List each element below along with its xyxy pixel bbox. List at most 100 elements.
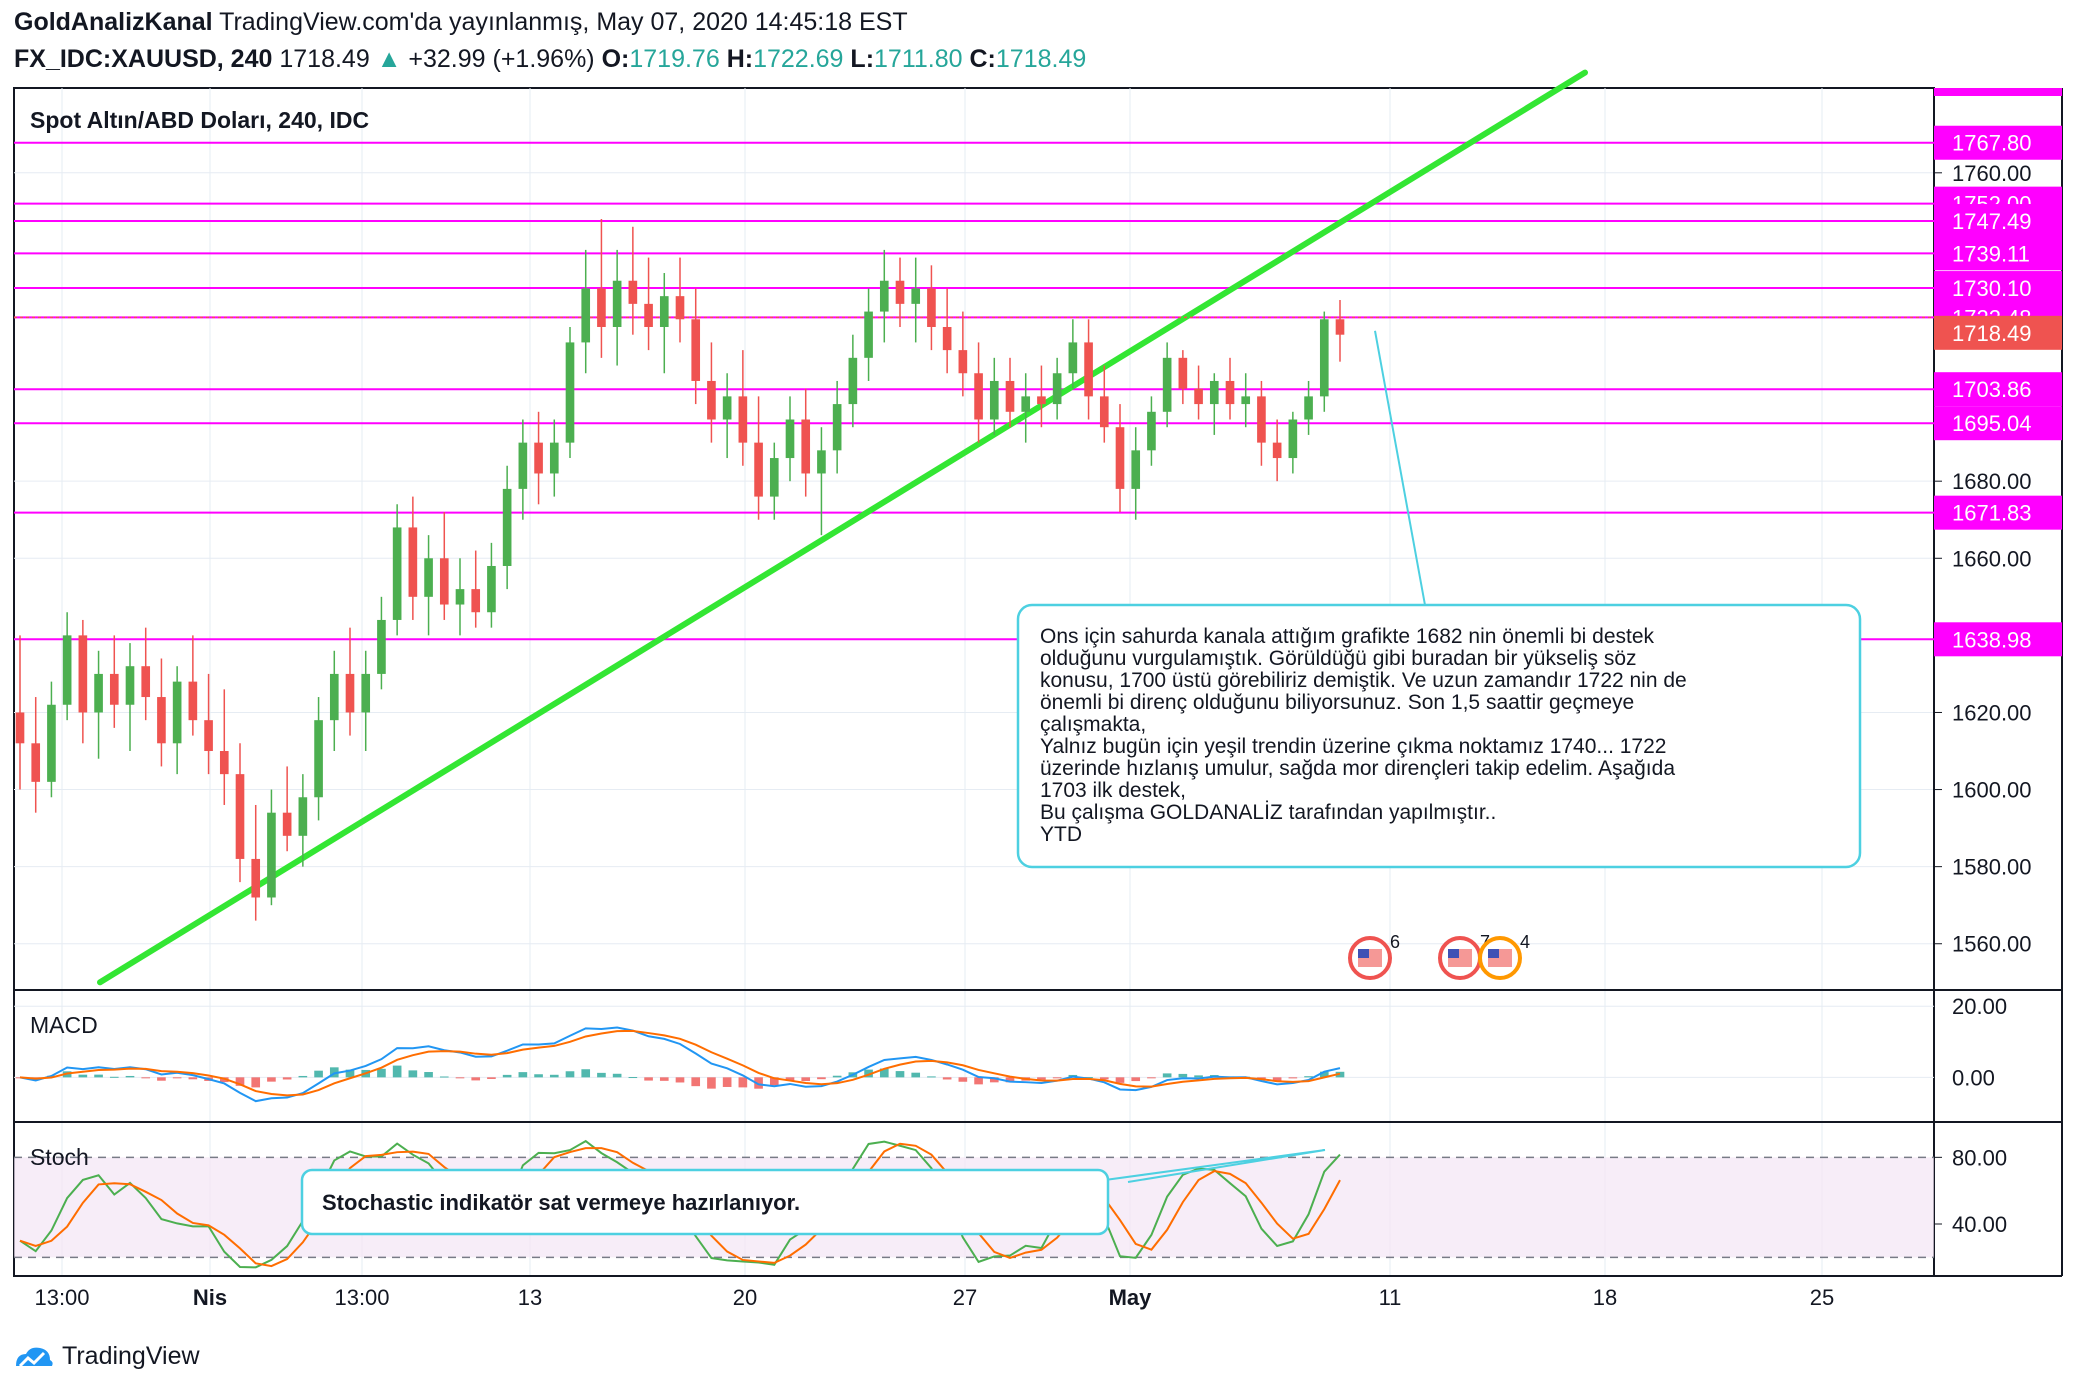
- candle[interactable]: [1115, 427, 1125, 489]
- stoch-callout-pointer: [1104, 1149, 1326, 1183]
- candle[interactable]: [141, 666, 151, 698]
- candle[interactable]: [1099, 396, 1109, 428]
- candle[interactable]: [47, 704, 56, 782]
- macd-tick-label: 20.00: [1952, 994, 2007, 1019]
- candle[interactable]: [927, 288, 936, 327]
- candle[interactable]: [1272, 442, 1282, 459]
- tradingview-brand[interactable]: TradingView: [14, 1342, 200, 1371]
- candle[interactable]: [769, 458, 779, 497]
- candle[interactable]: [1131, 450, 1141, 489]
- candle[interactable]: [235, 774, 245, 859]
- candle[interactable]: [911, 288, 921, 304]
- candle[interactable]: [785, 419, 795, 459]
- stoch-callout-box[interactable]: [300, 1168, 1110, 1236]
- candle[interactable]: [848, 357, 858, 405]
- candle[interactable]: [659, 296, 669, 327]
- candle[interactable]: [1162, 357, 1172, 412]
- candle[interactable]: [722, 396, 732, 420]
- candle[interactable]: [424, 558, 433, 597]
- close-value: 1718.49: [995, 45, 1087, 73]
- candle[interactable]: [31, 743, 41, 782]
- candle[interactable]: [251, 858, 261, 898]
- candle[interactable]: [565, 342, 575, 443]
- candle[interactable]: [581, 288, 591, 343]
- candle[interactable]: [361, 673, 371, 713]
- candle[interactable]: [549, 442, 559, 474]
- candle[interactable]: [628, 280, 638, 304]
- candle[interactable]: [895, 280, 905, 304]
- callout-box[interactable]: [1016, 603, 1862, 869]
- candle[interactable]: [267, 812, 276, 898]
- candle[interactable]: [298, 797, 308, 836]
- candle[interactable]: [1037, 396, 1046, 405]
- candle[interactable]: [738, 396, 748, 443]
- candle[interactable]: [471, 589, 481, 613]
- candle[interactable]: [1209, 380, 1219, 405]
- green-trendline[interactable]: [97, 69, 1588, 986]
- level-label: 1638.98: [1952, 627, 2032, 652]
- candle[interactable]: [109, 673, 119, 705]
- candle[interactable]: [1319, 319, 1329, 397]
- symbol-name[interactable]: FX_IDC:XAUUSD, 240: [14, 45, 273, 73]
- candle[interactable]: [392, 527, 402, 620]
- candle[interactable]: [329, 673, 339, 721]
- candle[interactable]: [864, 311, 873, 358]
- candle[interactable]: [408, 527, 418, 597]
- macd-histogram-bar: [942, 1077, 952, 1080]
- candle[interactable]: [1068, 342, 1078, 374]
- author-name[interactable]: GoldAnalizKanal: [14, 8, 213, 36]
- candle[interactable]: [1257, 396, 1266, 443]
- candle[interactable]: [989, 380, 999, 420]
- macd-histogram-bar: [1005, 1077, 1015, 1083]
- candle[interactable]: [487, 565, 496, 613]
- candle[interactable]: [125, 666, 135, 705]
- candle[interactable]: [518, 442, 528, 489]
- candle[interactable]: [219, 751, 229, 775]
- candle[interactable]: [754, 442, 763, 497]
- open-label: O:: [601, 45, 630, 73]
- candle[interactable]: [439, 558, 449, 605]
- candle[interactable]: [597, 288, 606, 327]
- candle[interactable]: [455, 589, 465, 605]
- candle[interactable]: [1052, 373, 1062, 405]
- candle[interactable]: [78, 635, 88, 713]
- candle[interactable]: [188, 681, 198, 721]
- candle[interactable]: [832, 404, 842, 451]
- candle[interactable]: [1021, 396, 1031, 412]
- candle[interactable]: [62, 635, 72, 705]
- candle[interactable]: [675, 296, 685, 320]
- candle[interactable]: [157, 697, 166, 744]
- candle[interactable]: [15, 712, 25, 744]
- candle[interactable]: [707, 380, 716, 420]
- candle[interactable]: [801, 419, 811, 474]
- candle[interactable]: [1178, 357, 1188, 389]
- candle[interactable]: [1225, 380, 1235, 405]
- candle[interactable]: [502, 488, 512, 566]
- candle[interactable]: [958, 350, 968, 374]
- candle[interactable]: [345, 673, 355, 713]
- x-tick-label: 13:00: [34, 1285, 89, 1310]
- candle[interactable]: [612, 280, 622, 327]
- candle[interactable]: [644, 303, 653, 327]
- candle[interactable]: [879, 280, 889, 312]
- candle[interactable]: [1335, 319, 1345, 335]
- candle[interactable]: [817, 450, 826, 474]
- candle[interactable]: [1288, 419, 1298, 459]
- candle[interactable]: [204, 720, 213, 752]
- candle[interactable]: [1241, 396, 1251, 405]
- candle[interactable]: [1005, 380, 1015, 412]
- candle[interactable]: [1147, 411, 1156, 451]
- candle[interactable]: [1304, 396, 1313, 420]
- candle[interactable]: [534, 442, 543, 474]
- candle[interactable]: [1194, 388, 1203, 405]
- candle[interactable]: [974, 373, 983, 420]
- candle[interactable]: [94, 673, 103, 713]
- candle[interactable]: [942, 326, 952, 351]
- candle[interactable]: [314, 720, 323, 798]
- candle[interactable]: [691, 319, 701, 381]
- candle[interactable]: [172, 681, 182, 744]
- candle[interactable]: [377, 619, 386, 674]
- candle[interactable]: [282, 812, 292, 836]
- candle[interactable]: [1084, 342, 1093, 397]
